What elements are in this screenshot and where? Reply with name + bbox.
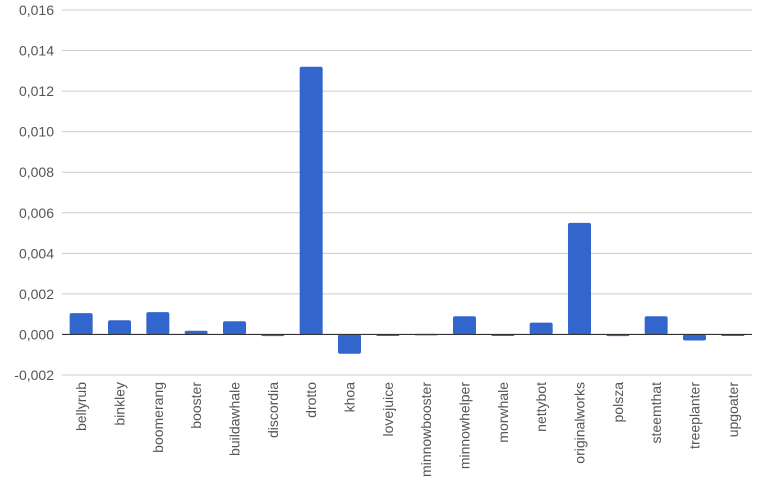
bar-booster — [184, 330, 208, 335]
x-category-label: treeplanter — [687, 382, 703, 449]
x-category-label: polsza — [610, 382, 626, 423]
x-category-label: booster — [188, 382, 204, 429]
x-category-label: upgoater — [725, 382, 741, 438]
y-tick-label: 0,014 — [19, 43, 54, 59]
bar-steemthat — [644, 316, 668, 335]
x-category-label: bellyrub — [73, 382, 89, 431]
x-category-label: boomerang — [150, 382, 166, 453]
x-axis-labels: bellyrub binkley boomerang booster buildawha… — [73, 382, 741, 477]
x-category-label: minnowhelper — [457, 382, 473, 469]
bar-buildawhale — [223, 321, 246, 335]
bar-drotto — [299, 66, 323, 335]
x-category-label: lovejuice — [380, 382, 396, 437]
bar-treeplanter — [683, 334, 706, 341]
x-category-label: drotto — [303, 382, 319, 418]
bar-binkley — [108, 320, 131, 335]
x-category-label: originalworks — [572, 382, 588, 464]
x-category-label: buildawhale — [227, 382, 243, 456]
x-category-label: khoa — [342, 382, 358, 413]
y-tick-label: 0,012 — [19, 83, 54, 99]
x-category-label: morwhale — [495, 382, 511, 443]
x-category-label: discordia — [265, 382, 281, 438]
bars — [69, 66, 745, 354]
y-tick-label: 0,010 — [19, 124, 54, 140]
x-category-label: binkley — [112, 382, 128, 426]
bar-nettybot — [529, 322, 553, 335]
bar-minnowhelper — [453, 316, 476, 335]
bar-originalworks — [568, 222, 591, 335]
y-tick-label: 0,002 — [19, 286, 54, 302]
grid-lines — [62, 9, 752, 376]
x-category-label: nettybot — [533, 382, 549, 432]
x-category-label: minnowbooster — [418, 382, 434, 477]
bar-khoa — [338, 334, 361, 354]
y-tick-label: -0,002 — [14, 367, 54, 383]
y-tick-label: 0,000 — [19, 326, 54, 342]
x-category-label: steemthat — [648, 382, 664, 444]
y-tick-label: 0,016 — [19, 2, 54, 18]
y-tick-label: 0,006 — [19, 205, 54, 221]
bar-bellyrub — [69, 313, 93, 335]
y-tick-label: 0,004 — [19, 245, 54, 261]
y-axis-ticks: -0,002 0,000 0,002 0,004 0,006 0,008 0,010 0,01… — [14, 2, 54, 383]
bar-boomerang — [146, 312, 170, 335]
y-tick-label: 0,008 — [19, 164, 54, 180]
